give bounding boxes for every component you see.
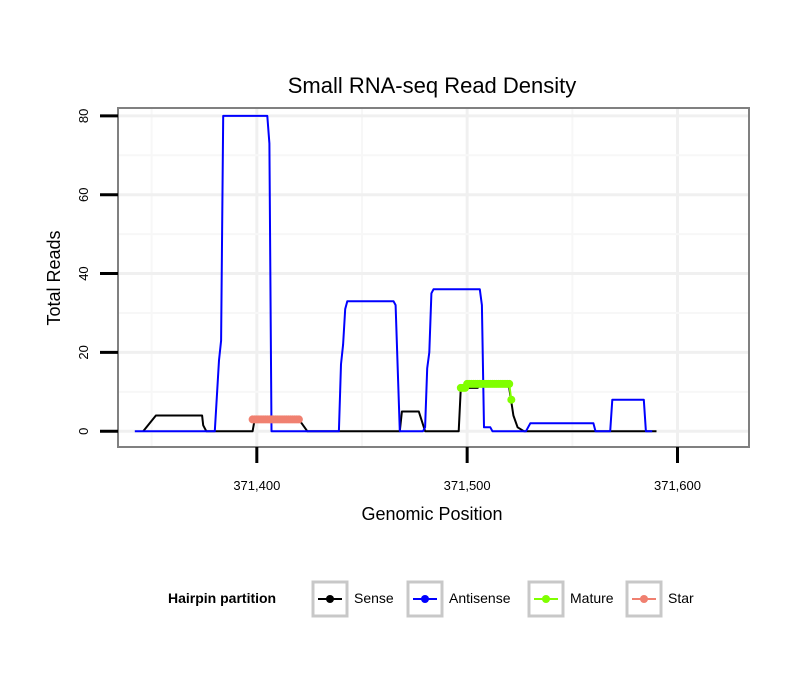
legend-label: Star: [668, 590, 694, 606]
series-layer: [134, 114, 657, 433]
x-tick-label: 371,500: [444, 478, 491, 493]
legend-item-sense: Sense: [311, 580, 394, 618]
data-point-mature: [507, 395, 516, 404]
legend-label: Mature: [570, 590, 614, 606]
axes: 371,400 371,500 371,600 0 20 40 60 80: [76, 109, 701, 493]
legend-key-dot: [640, 595, 648, 603]
plot-panel: [117, 107, 750, 448]
legend-item-star: Star: [625, 580, 694, 618]
data-point-star: [294, 415, 303, 424]
grid: [118, 108, 749, 447]
legend-item-mature: Mature: [527, 580, 614, 618]
y-tick-label: 60: [76, 187, 91, 201]
chart-title: Small RNA-seq Read Density: [288, 73, 577, 98]
series-mature: [456, 379, 516, 404]
legend-key-dot: [542, 595, 550, 603]
series-line-antisense: [134, 114, 653, 433]
x-tick-label: 371,600: [654, 478, 701, 493]
data-point-mature: [505, 379, 514, 388]
legend-label: Antisense: [449, 590, 511, 606]
legend-item-antisense: Antisense: [406, 580, 511, 618]
x-tick-label: 371,400: [233, 478, 280, 493]
y-tick-label: 20: [76, 345, 91, 359]
y-axis-title: Total Reads: [44, 230, 64, 325]
legend-key-dot: [326, 595, 334, 603]
x-axis-title: Genomic Position: [361, 504, 502, 524]
legend: Hairpin partition Sense Antisense Mature St…: [168, 580, 694, 618]
legend-title: Hairpin partition: [168, 590, 276, 606]
series-antisense: [134, 114, 653, 433]
y-tick-label: 40: [76, 266, 91, 280]
y-tick-label: 0: [76, 428, 91, 435]
y-tick-label: 80: [76, 109, 91, 123]
legend-key-dot: [421, 595, 429, 603]
series-star: [248, 415, 303, 424]
legend-label: Sense: [354, 590, 394, 606]
